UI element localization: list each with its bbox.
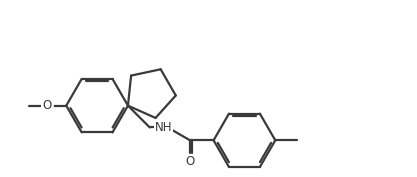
Text: O: O [186,155,195,168]
Text: NH: NH [155,121,172,134]
Text: O: O [43,99,52,112]
